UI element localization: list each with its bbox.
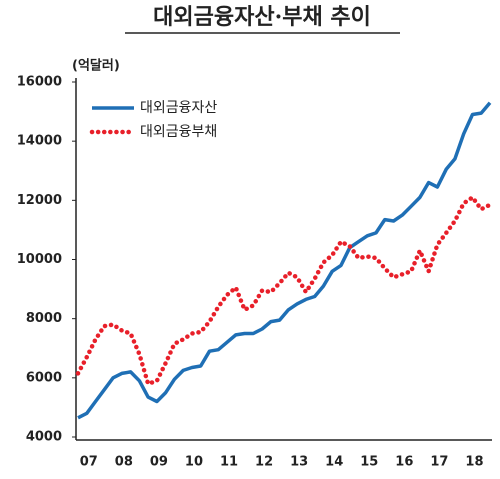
x-tick-label: 11: [220, 455, 238, 470]
y-tick-label: 8000: [26, 311, 62, 326]
x-tick-label: 09: [150, 455, 168, 470]
x-tick-label: 07: [80, 455, 98, 470]
x-tick-label: 13: [290, 455, 308, 470]
x-tick-label: 17: [430, 455, 448, 470]
chart-title: 대외금융자산·부채 추이: [153, 4, 371, 30]
y-axis-label: (억달러): [72, 58, 120, 74]
x-tick-label: 10: [185, 455, 203, 470]
x-tick-label: 15: [360, 455, 378, 470]
legend-label: 대외금융자산: [140, 100, 217, 116]
y-tick-label: 4000: [26, 430, 62, 445]
x-tick-label: 12: [255, 455, 273, 470]
y-tick-label: 6000: [26, 370, 62, 385]
y-tick-label: 16000: [17, 75, 62, 90]
y-tick-label: 12000: [17, 193, 62, 208]
x-tick-label: 14: [325, 455, 343, 470]
x-tick-label: 08: [115, 455, 133, 470]
legend-label: 대외금융부채: [140, 124, 217, 140]
x-tick-label: 18: [465, 455, 483, 470]
y-tick-label: 10000: [17, 252, 62, 267]
y-tick-label: 14000: [17, 134, 62, 149]
series-line: [75, 194, 493, 387]
series-line: [77, 101, 492, 420]
x-tick-label: 16: [395, 455, 413, 470]
